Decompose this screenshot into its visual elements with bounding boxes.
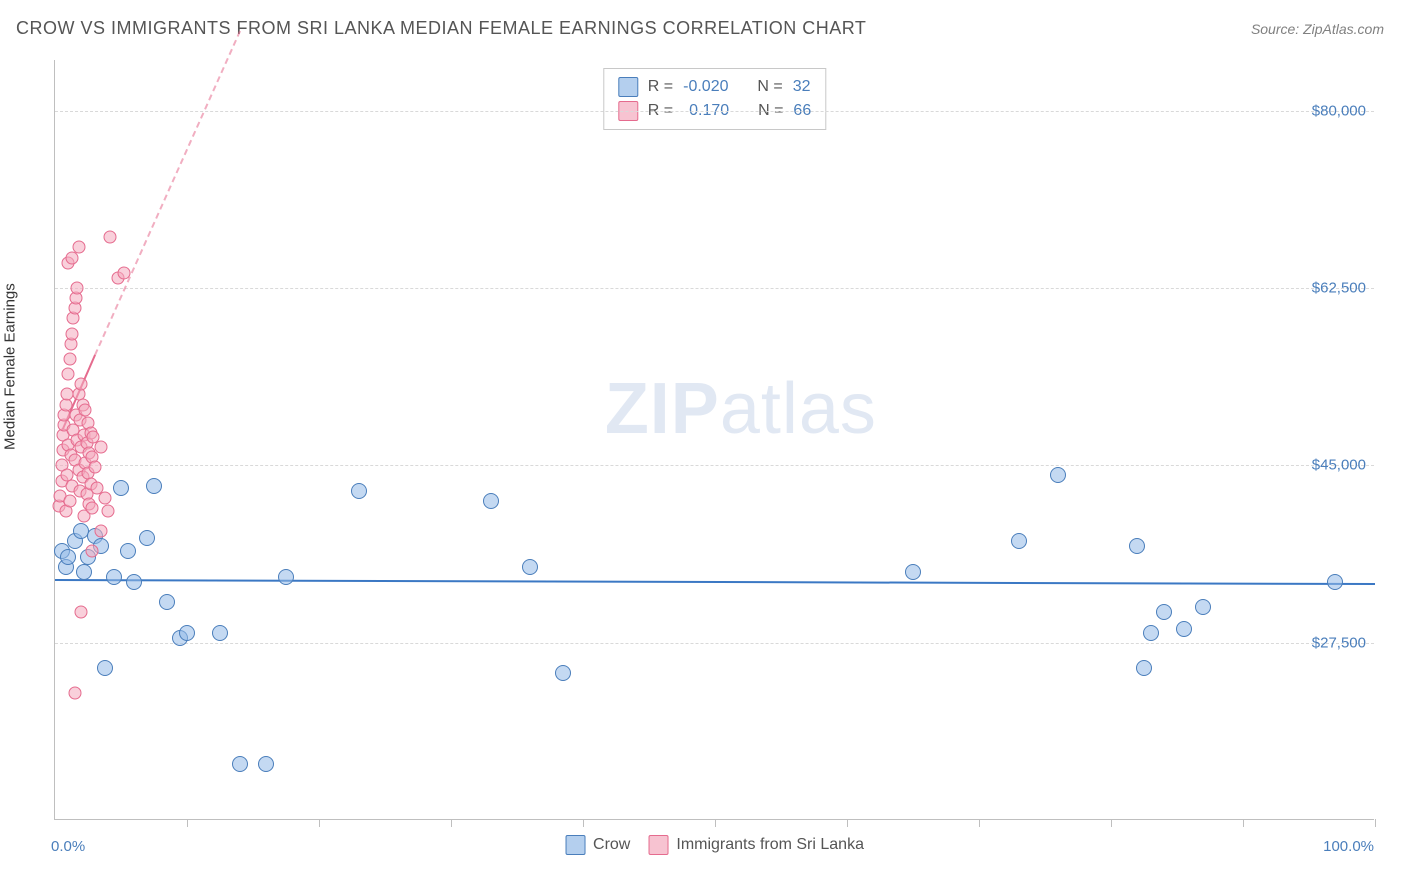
legend-swatch-pink <box>648 835 668 855</box>
data-point <box>1143 625 1159 641</box>
data-point <box>66 327 79 340</box>
plot-area: ZIPatlas R = -0.020 N = 32 R = 0.170 N =… <box>54 60 1374 820</box>
data-point <box>351 483 367 499</box>
trend-line <box>55 579 1375 585</box>
data-point <box>63 352 76 365</box>
data-point <box>72 241 85 254</box>
x-tick <box>979 819 980 827</box>
x-axis-max-label: 100.0% <box>1323 838 1374 855</box>
legend-series: Crow Immigrants from Sri Lanka <box>565 835 864 855</box>
data-point <box>1327 574 1343 590</box>
data-point <box>146 478 162 494</box>
x-tick <box>583 819 584 827</box>
data-point <box>95 525 108 538</box>
x-tick <box>1243 819 1244 827</box>
y-axis-label: Median Female Earnings <box>2 283 19 450</box>
data-point <box>85 545 98 558</box>
y-tick-label: $80,000 <box>1312 102 1366 119</box>
data-point <box>63 494 76 507</box>
gridline <box>55 643 1374 644</box>
chart-container: Median Female Earnings ZIPatlas R = -0.0… <box>16 50 1390 850</box>
data-point <box>85 501 98 514</box>
legend-item-crow: Crow <box>565 835 630 855</box>
data-point <box>117 266 130 279</box>
y-tick-label: $45,000 <box>1312 457 1366 474</box>
data-point <box>1195 599 1211 615</box>
data-point <box>522 559 538 575</box>
x-tick <box>715 819 716 827</box>
data-point <box>76 564 92 580</box>
data-point <box>483 493 499 509</box>
data-point <box>139 530 155 546</box>
chart-header: CROW VS IMMIGRANTS FROM SRI LANKA MEDIAN… <box>0 0 1406 45</box>
data-point <box>101 504 114 517</box>
x-tick <box>451 819 452 827</box>
legend-row: R = -0.020 N = 32 <box>618 75 811 99</box>
data-point <box>278 569 294 585</box>
y-tick-label: $62,500 <box>1312 280 1366 297</box>
data-point <box>75 378 88 391</box>
legend-item-srilanka: Immigrants from Sri Lanka <box>648 835 864 855</box>
data-point <box>99 491 112 504</box>
data-point <box>212 625 228 641</box>
data-point <box>95 441 108 454</box>
data-point <box>68 687 81 700</box>
data-point <box>62 368 75 381</box>
trend-line <box>94 30 241 355</box>
chart-source: Source: ZipAtlas.com <box>1251 21 1384 37</box>
data-point <box>555 665 571 681</box>
data-point <box>60 549 76 565</box>
data-point <box>126 574 142 590</box>
data-point <box>1129 538 1145 554</box>
watermark: ZIPatlas <box>605 368 877 450</box>
data-point <box>159 594 175 610</box>
data-point <box>120 543 136 559</box>
gridline <box>55 288 1374 289</box>
data-point <box>1050 467 1066 483</box>
data-point <box>258 756 274 772</box>
gridline <box>55 465 1374 466</box>
gridline <box>55 111 1374 112</box>
legend-correlation: R = -0.020 N = 32 R = 0.170 N = 66 <box>603 68 826 130</box>
x-tick <box>187 819 188 827</box>
x-tick <box>1375 819 1376 827</box>
data-point <box>1136 660 1152 676</box>
legend-swatch-blue <box>565 835 585 855</box>
data-point <box>113 480 129 496</box>
data-point <box>97 660 113 676</box>
data-point <box>179 625 195 641</box>
chart-title: CROW VS IMMIGRANTS FROM SRI LANKA MEDIAN… <box>16 18 866 39</box>
y-tick-label: $27,500 <box>1312 634 1366 651</box>
data-point <box>104 231 117 244</box>
data-point <box>88 461 101 474</box>
data-point <box>232 756 248 772</box>
data-point <box>1156 604 1172 620</box>
data-point <box>1176 621 1192 637</box>
data-point <box>79 403 92 416</box>
legend-swatch-blue <box>618 77 638 97</box>
data-point <box>71 282 84 295</box>
data-point <box>905 564 921 580</box>
x-tick <box>1111 819 1112 827</box>
x-tick <box>319 819 320 827</box>
data-point <box>75 606 88 619</box>
x-tick <box>847 819 848 827</box>
data-point <box>1011 533 1027 549</box>
data-point <box>106 569 122 585</box>
x-axis-min-label: 0.0% <box>51 838 85 855</box>
